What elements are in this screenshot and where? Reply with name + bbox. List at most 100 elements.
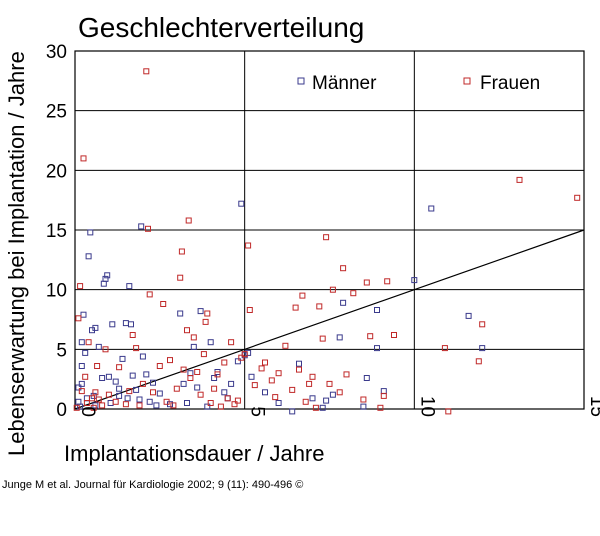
point-maenner-42 <box>190 343 197 350</box>
point-maenner-21 <box>112 378 119 385</box>
point-frauen-5 <box>82 373 89 380</box>
point-maenner-79 <box>139 353 146 360</box>
point-frauen-19 <box>126 388 133 395</box>
point-maenner-66 <box>340 299 347 306</box>
point-maenner-73 <box>428 205 435 212</box>
point-maenner-41 <box>187 370 194 377</box>
point-maenner-24 <box>122 320 129 327</box>
point-frauen-61 <box>262 359 268 366</box>
point-frauen-86 <box>377 404 384 411</box>
y-tick-label-1: 5 <box>56 340 67 361</box>
legend-label-maenner: Männer <box>312 73 377 94</box>
point-frauen-87 <box>380 392 387 399</box>
point-frauen-8 <box>89 395 95 402</box>
point-maenner-9 <box>87 229 94 236</box>
point-frauen-60 <box>258 365 265 372</box>
point-maenner-45 <box>204 403 211 410</box>
point-maenner-0 <box>75 384 82 391</box>
y-tick-label-4: 20 <box>46 161 67 182</box>
point-maenner-61 <box>309 395 316 402</box>
point-maenner-39 <box>180 380 187 387</box>
point-maenner-33 <box>146 398 153 405</box>
point-maenner-67 <box>360 403 367 410</box>
point-frauen-43 <box>200 351 207 358</box>
point-frauen-6 <box>83 400 90 406</box>
point-maenner-17 <box>104 272 111 279</box>
point-maenner-31 <box>138 223 145 230</box>
point-frauen-10 <box>92 389 99 396</box>
chart-title: Geschlechterverteilung <box>78 12 364 43</box>
point-frauen-32 <box>170 402 177 409</box>
y-tick-label-0: 0 <box>56 400 67 421</box>
point-frauen-30 <box>163 398 170 405</box>
point-maenner-76 <box>78 363 85 369</box>
point-frauen-90 <box>441 345 448 352</box>
point-maenner-72 <box>411 277 418 284</box>
point-maenner-57 <box>262 389 268 396</box>
point-maenner-49 <box>221 389 228 396</box>
point-maenner-60 <box>296 360 302 367</box>
point-frauen-95 <box>574 194 581 201</box>
point-maenner-5 <box>80 311 87 318</box>
point-maenner-28 <box>129 372 136 379</box>
point-maenner-35 <box>153 402 160 409</box>
point-maenner-22 <box>116 385 123 392</box>
point-frauen-52 <box>228 339 235 346</box>
point-maenner-36 <box>156 390 163 397</box>
point-frauen-54 <box>234 397 241 404</box>
point-frauen-47 <box>211 385 218 392</box>
point-maenner-75 <box>479 345 486 352</box>
point-frauen-88 <box>384 278 391 285</box>
point-maenner-34 <box>150 379 156 386</box>
point-frauen-79 <box>336 389 343 396</box>
point-maenner-71 <box>380 388 387 395</box>
point-frauen-26 <box>146 291 153 298</box>
point-frauen-62 <box>268 377 275 384</box>
point-frauen-11 <box>94 363 101 369</box>
point-frauen-74 <box>316 303 323 310</box>
point-maenner-32 <box>143 371 150 378</box>
grid-lines <box>75 51 584 409</box>
point-maenner-27 <box>128 321 134 328</box>
point-maenner-68 <box>363 375 370 381</box>
x-tick-label-2: 10 <box>416 396 437 417</box>
point-frauen-20 <box>129 332 136 338</box>
point-frauen-33 <box>173 385 180 392</box>
point-frauen-89 <box>391 332 397 338</box>
point-maenner-23 <box>119 355 126 362</box>
point-frauen-91 <box>445 408 452 415</box>
point-frauen-50 <box>221 359 228 366</box>
point-frauen-21 <box>133 345 140 352</box>
point-maenner-18 <box>105 373 112 380</box>
point-maenner-25 <box>124 395 131 402</box>
scatter-chart: Geschlechterverteilung 0 5 10 15 20 25 30 0 5 10… <box>4 12 600 466</box>
point-frauen-68 <box>296 366 302 373</box>
point-frauen-3 <box>78 388 85 395</box>
point-frauen-84 <box>363 279 370 286</box>
point-maenner-63 <box>323 397 330 404</box>
point-frauen-45 <box>204 310 211 317</box>
point-frauen-44 <box>202 318 209 325</box>
point-frauen-57 <box>245 242 252 249</box>
point-maenner-38 <box>177 310 184 317</box>
point-maenner-52 <box>234 358 241 365</box>
point-maenner-4 <box>78 380 85 387</box>
point-maenner-30 <box>136 396 143 403</box>
point-maenner-16 <box>102 275 109 282</box>
point-frauen-46 <box>207 400 214 406</box>
point-frauen-36 <box>180 366 187 373</box>
point-frauen-48 <box>214 371 221 378</box>
x-tick-label-0: 0 <box>77 406 98 417</box>
point-frauen-2 <box>77 283 84 290</box>
point-frauen-34 <box>177 274 184 281</box>
point-frauen-93 <box>479 321 486 328</box>
point-maenner-15 <box>100 280 107 287</box>
point-maenner-13 <box>95 343 102 350</box>
point-frauen-14 <box>102 346 109 353</box>
point-frauen-31 <box>167 357 173 364</box>
x-tick-label-3: 15 <box>586 396 600 417</box>
point-frauen-37 <box>184 327 190 334</box>
point-frauen-40 <box>190 334 197 341</box>
y-tick-label-6: 30 <box>46 42 67 63</box>
point-frauen-65 <box>282 342 289 349</box>
